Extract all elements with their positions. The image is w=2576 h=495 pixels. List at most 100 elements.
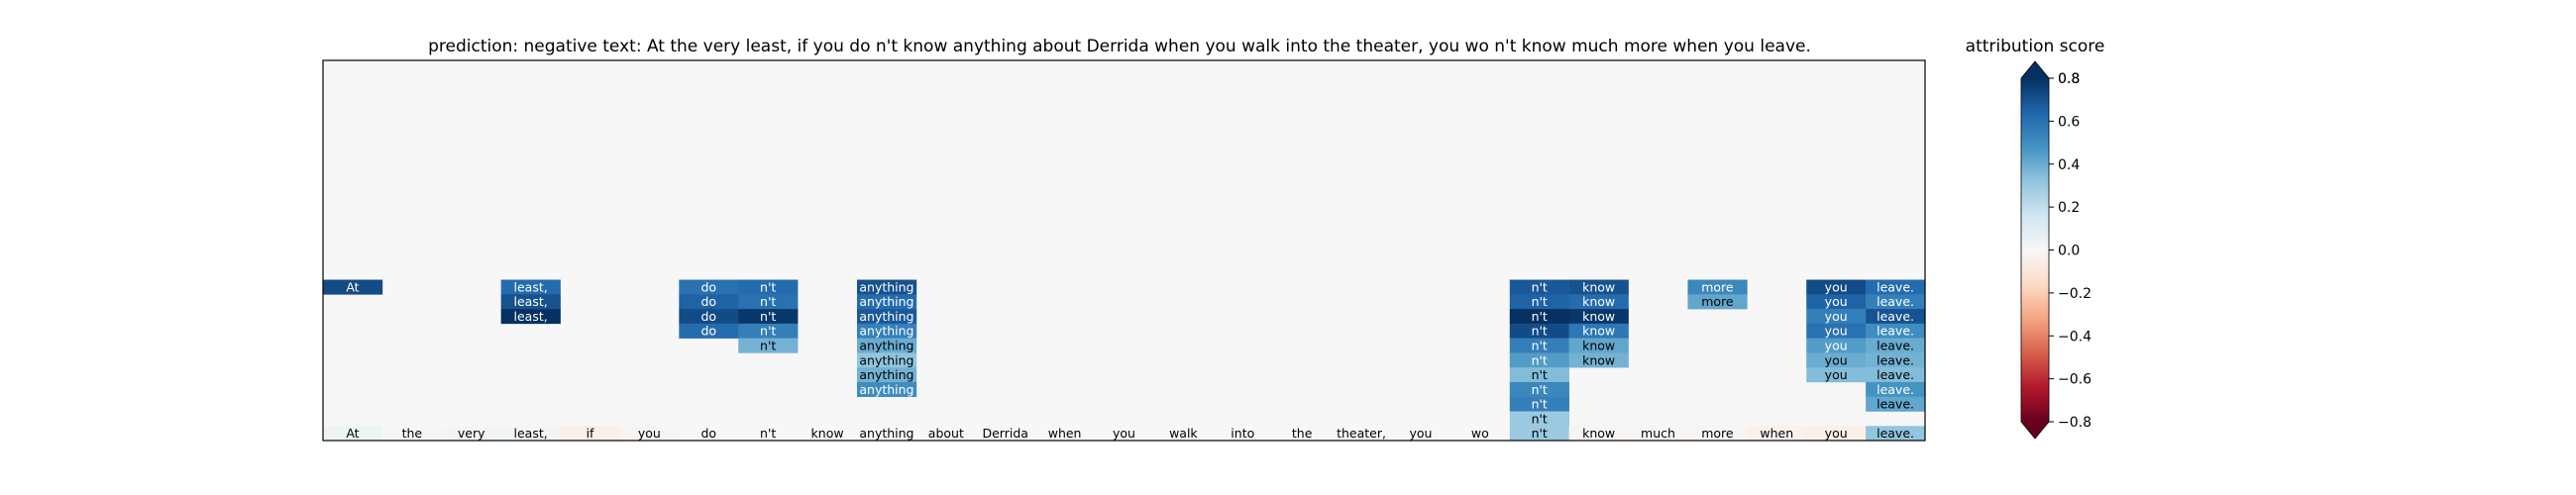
heatmap-cell-label: n't (760, 294, 776, 309)
chart-title: prediction: negative text: At the very l… (428, 37, 1811, 56)
heatmap-cell-label: n't (760, 339, 776, 353)
heatmap-cell-label: Derrida (982, 426, 1027, 441)
heatmap-cell-label: n't (1532, 294, 1548, 309)
heatmap-cell (1806, 279, 1867, 295)
heatmap-cell (500, 426, 561, 442)
heatmap-cell-label: very (458, 426, 485, 441)
heatmap-cell (1153, 426, 1214, 442)
heatmap-cell (1568, 309, 1629, 325)
heatmap-cell-label: you (1825, 324, 1848, 339)
heatmap-cell-label: n't (760, 426, 776, 441)
heatmap-cell-label: do (700, 294, 716, 309)
colorbar-extend-bottom (2021, 422, 2049, 439)
heatmap-cell (1866, 426, 1926, 442)
heatmap-cell-label: leave. (1877, 426, 1914, 441)
heatmap-cell (1866, 338, 1926, 353)
heatmap-cell (857, 294, 917, 310)
heatmap-cell (679, 309, 739, 325)
heatmap-cell (1806, 352, 1867, 368)
heatmap-cell-label: the (402, 426, 423, 441)
heatmap-cell (1806, 367, 1867, 383)
heatmap-cell-label: leave. (1877, 352, 1914, 367)
heatmap-cell-label: much (1641, 426, 1675, 441)
colorbar-tick-label: 0.4 (2058, 157, 2080, 173)
colorbar-end-label: 0.8 (2058, 71, 2080, 87)
heatmap-cell-label: least, (514, 426, 548, 441)
heatmap-cell (619, 426, 680, 442)
heatmap-cell-label: when (1760, 426, 1793, 441)
heatmap-cell (1568, 294, 1629, 310)
heatmap-cell-label: n't (1532, 426, 1548, 441)
colorbar: −0.6−0.4−0.20.00.20.40.60.80.8−0.8 (2020, 60, 2092, 440)
colorbar-gradient (2021, 78, 2049, 422)
heatmap-cell-label: do (700, 309, 716, 324)
heatmap-cell (1509, 309, 1569, 325)
heatmap-cell-label: you (1409, 426, 1432, 441)
heatmap-cell (1866, 279, 1926, 295)
heatmap-cell (1332, 426, 1392, 442)
heatmap-cell-label: n't (1532, 279, 1548, 294)
heatmap-cell-label: you (1825, 352, 1848, 367)
heatmap-cell-label: leave. (1877, 397, 1914, 412)
heatmap-cell-label: leave. (1877, 324, 1914, 339)
heatmap-cell (857, 381, 917, 397)
heatmap-cell (1509, 426, 1569, 442)
heatmap-cell (1687, 426, 1748, 442)
colorbar-tick-label: 0.6 (2058, 114, 2080, 130)
heatmap-cell (1391, 426, 1451, 442)
heatmap-cell-label: you (1825, 426, 1848, 441)
heatmap-cell (1866, 323, 1926, 339)
heatmap-cell-label: n't (1532, 397, 1548, 412)
heatmap-cell (798, 426, 858, 442)
heatmap-cell-label: know (811, 426, 844, 441)
heatmap-cell-label: theater, (1337, 426, 1386, 441)
heatmap-cell (500, 294, 561, 310)
heatmap-cell (738, 309, 799, 325)
heatmap-cell (679, 279, 739, 295)
heatmap-cell-label: you (638, 426, 661, 441)
heatmap-cell-label: leave. (1877, 339, 1914, 353)
heatmap-cell (1866, 396, 1926, 412)
heatmap-cell-label: anything (859, 294, 913, 309)
heatmap-cell (1449, 426, 1511, 442)
heatmap-cell (381, 426, 443, 442)
heatmap-cell-label: n't (1532, 309, 1548, 324)
heatmap-cell (1213, 426, 1273, 442)
heatmap-cell (1568, 323, 1629, 339)
colorbar-tick-label: −0.4 (2058, 329, 2092, 345)
heatmap-cell (1568, 426, 1629, 442)
colorbar-tick-label: 0.8 (2058, 71, 2080, 87)
heatmap-cell-label: know (1582, 324, 1615, 339)
heatmap-cell-label: know (1582, 339, 1615, 353)
heatmap-cell (323, 279, 383, 295)
heatmap-cell (1806, 294, 1867, 310)
heatmap-cell-label: anything (859, 324, 913, 339)
heatmap-grid: At least,least,least,dodododon'tn'tn'tn't… (323, 60, 1926, 442)
heatmap-cell (1094, 426, 1154, 442)
heatmap-cell-label: least, (514, 309, 548, 324)
heatmap-cell-label: n't (1532, 339, 1548, 353)
heatmap-cell (1628, 426, 1688, 442)
heatmap-cell-label: walk (1169, 426, 1198, 441)
heatmap-cell (1866, 352, 1926, 368)
heatmap-cell-label: n't (1532, 352, 1548, 367)
heatmap-cell (1568, 352, 1629, 368)
heatmap-cell (1866, 381, 1926, 397)
heatmap-cell (1806, 426, 1867, 442)
heatmap-cell (915, 426, 977, 442)
heatmap-cell-label: do (700, 279, 716, 294)
heatmap-cell-label: n't (1532, 382, 1548, 397)
heatmap-cell (679, 294, 739, 310)
heatmap-cell-label: about (928, 426, 964, 441)
heatmap-cell-label: anything (859, 309, 913, 324)
heatmap-cell-label: At (346, 279, 359, 294)
heatmap-cell-label: At (346, 426, 359, 441)
heatmap-cell (1509, 367, 1569, 383)
heatmap-cell-label: anything (859, 279, 913, 294)
heatmap-cell-label: n't (1532, 324, 1548, 339)
heatmap-cell (1747, 426, 1807, 442)
heatmap-cell (500, 309, 561, 325)
heatmap-cell-label: know (1582, 279, 1615, 294)
colorbar-tick-label: 0.0 (2058, 244, 2080, 259)
heatmap-cell-label: n't (760, 279, 776, 294)
